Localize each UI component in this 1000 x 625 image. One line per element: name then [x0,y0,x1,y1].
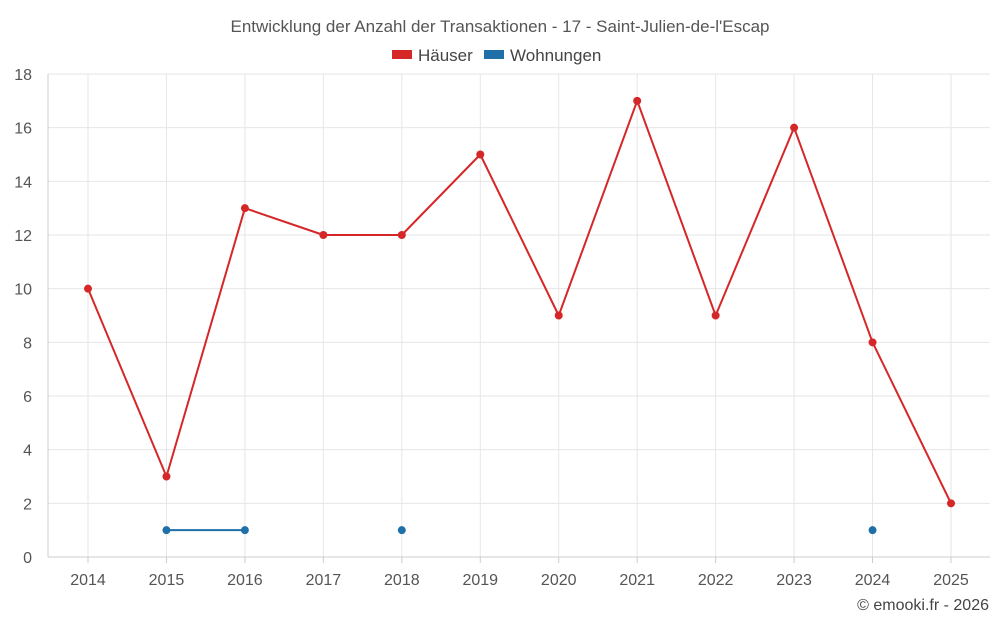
data-point[interactable] [397,526,406,535]
x-tick-label: 2019 [462,572,498,589]
series-line-segment [479,153,560,317]
legend-label-haeuser: Häuser [418,46,473,65]
data-point[interactable] [240,204,249,213]
x-tick-label: 2023 [776,572,812,589]
legend-swatch-wohnungen [484,50,504,59]
series-line-segment [871,341,952,505]
legend-item-haeuser[interactable]: Häuser [392,46,473,65]
x-tick-label: 2017 [306,572,342,589]
y-tick-label: 6 [23,389,32,406]
axes: 0 2 4 6 8 10 12 14 16 18 2014 2015 2016 2017 2018 2019 2… [14,67,990,589]
legend-label-wohnungen: Wohnungen [510,46,601,65]
y-tick-label: 4 [23,443,32,460]
series-line-segment [165,207,246,478]
series-line-segment [636,99,717,317]
y-tick-label: 16 [14,121,32,138]
data-point[interactable] [476,150,485,159]
data-point[interactable] [868,526,877,535]
series-line-segment [557,99,639,317]
data-point[interactable] [84,284,92,293]
series-line-segment [793,126,874,344]
y-tick-label: 8 [23,335,32,352]
series-line-segment [243,207,325,236]
series [84,96,955,535]
y-tick-label: 18 [14,67,32,84]
data-point[interactable] [240,526,249,535]
x-tick-label: 2016 [227,572,263,589]
y-tick-label: 14 [14,174,32,191]
chart-title: Entwicklung der Anzahl der Transaktionen… [230,17,769,36]
data-point[interactable] [162,526,171,535]
y-tick-label: 2 [23,496,32,513]
data-point[interactable] [947,499,955,508]
series-line-segment [400,153,482,236]
legend-item-wohnungen[interactable]: Wohnungen [484,46,601,65]
series-line-segment [87,287,168,478]
x-tick-label: 2022 [698,572,734,589]
x-tick-label: 2020 [541,572,577,589]
x-tick-label: 2021 [619,572,655,589]
legend-swatch-haeuser [392,50,412,59]
y-tick-label: 10 [14,282,32,299]
x-tick-label: 2018 [384,572,420,589]
data-point[interactable] [162,472,171,481]
credit-text: © emooki.fr - 2026 [857,597,989,614]
grid [48,73,990,558]
series-1 [162,526,877,535]
series-line-segment [714,126,796,317]
y-tick-label: 0 [23,550,32,567]
x-tick-label: 2014 [70,572,106,589]
legend: Häuser Wohnungen [392,46,601,65]
data-point[interactable] [397,231,406,239]
x-tick-label: 2024 [855,572,891,589]
data-point[interactable] [633,96,642,105]
data-point[interactable] [790,123,799,132]
data-point[interactable] [554,311,563,320]
y-tick-label: 12 [14,228,32,245]
series-0 [84,96,955,508]
data-point[interactable] [868,338,877,347]
data-point[interactable] [319,231,328,239]
data-point[interactable] [711,311,720,320]
x-tick-label: 2015 [149,572,185,589]
x-tick-label: 2025 [933,572,969,589]
